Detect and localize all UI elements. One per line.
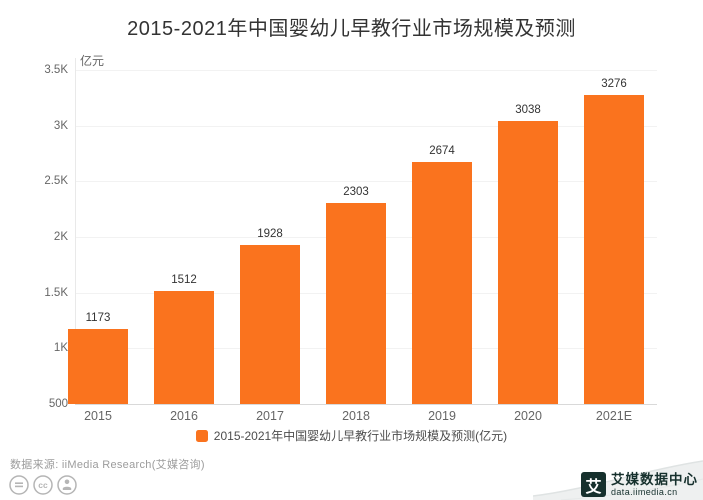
data-source-note: 数据来源: iiMedia Research(艾媒咨询) [10, 459, 205, 471]
legend-label: 2015-2021年中国婴幼儿早教行业市场规模及预测(亿元) [213, 429, 508, 443]
x-tick-label: 2016 [170, 409, 198, 423]
x-tick-label: 2017 [256, 409, 284, 423]
bar-2017 [240, 245, 300, 404]
gridline [75, 125, 657, 127]
bar-2019 [412, 161, 472, 404]
y-tick-label: 1.5K [44, 286, 68, 299]
brand-watermark: 艾 艾媒数据中心 data.iimedia.cn [581, 472, 698, 497]
license-icons: cc [8, 474, 78, 496]
svg-text:cc: cc [38, 480, 48, 490]
y-tick-label: 2K [53, 231, 68, 243]
bar-2018 [326, 203, 386, 404]
chart-title: 2015-2021年中国婴幼儿早教行业市场规模及预测 [127, 18, 576, 40]
brand-logo-icon: 艾 [581, 472, 606, 497]
y-axis-line [75, 58, 76, 404]
footer-swoosh-decoration [533, 460, 703, 500]
bar-2021E [584, 94, 644, 404]
gridline [75, 181, 657, 183]
legend[interactable]: 2015-2021年中国婴幼儿早教行业市场规模及预测(亿元) [0, 427, 703, 444]
bar-value-label: 3276 [601, 77, 627, 90]
bar-value-label: 2303 [343, 186, 369, 199]
bar-value-label: 2674 [429, 144, 455, 157]
bar-2020 [498, 121, 558, 404]
x-tick-label: 2018 [342, 409, 370, 423]
x-axis-line [75, 404, 657, 405]
license-nd-icon[interactable] [8, 474, 30, 496]
bar-value-label: 1512 [171, 274, 197, 287]
y-tick-label: 3.5K [44, 64, 68, 76]
x-tick-label: 2019 [428, 409, 456, 423]
bar-value-label: 3038 [515, 104, 541, 117]
x-tick-label: 2015 [84, 409, 112, 423]
legend-swatch [195, 429, 208, 442]
brand-name: 艾媒数据中心 [611, 471, 698, 487]
y-axis-unit-label: 亿元 [80, 54, 105, 68]
bar-value-label: 1928 [257, 228, 283, 241]
license-cc-icon[interactable]: cc [32, 474, 54, 496]
bar-value-label: 1173 [85, 312, 111, 325]
brand-url: data.iimedia.cn [611, 486, 678, 497]
x-tick-label: 2020 [514, 409, 542, 423]
y-tick-label: 3K [53, 119, 68, 132]
x-tick-label: 2021E [595, 409, 633, 423]
y-tick-label: 500 [48, 398, 68, 410]
bar-2015 [68, 329, 128, 404]
y-tick-label: 1K [53, 342, 68, 355]
gridline [75, 70, 657, 71]
y-tick-label: 2.5K [44, 175, 68, 188]
bar-2016 [154, 291, 214, 404]
license-by-icon[interactable] [56, 474, 78, 496]
